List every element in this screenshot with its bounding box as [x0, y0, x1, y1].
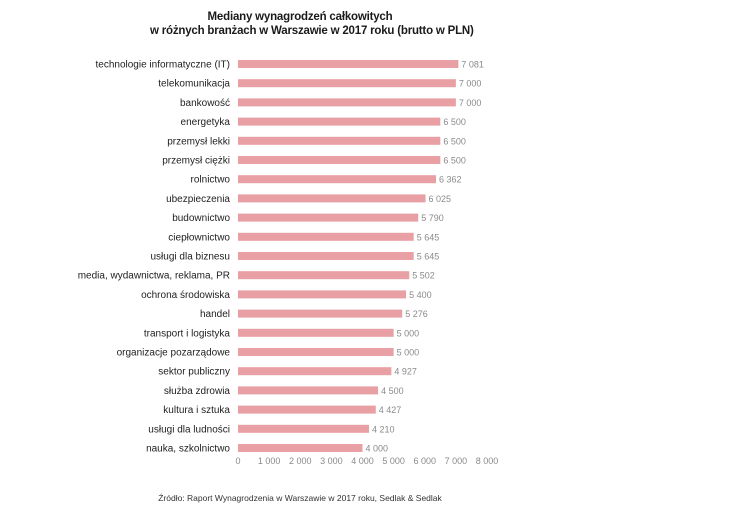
category-label: sektor publiczny — [158, 367, 230, 378]
category-label: przemysł ciężki — [162, 156, 230, 167]
value-label: 5 790 — [421, 213, 444, 223]
x-tick-label: 4 000 — [351, 456, 374, 466]
value-label: 6 025 — [429, 194, 452, 204]
value-label: 4 210 — [372, 424, 395, 434]
value-label: 5 000 — [397, 328, 420, 338]
value-label: 6 500 — [443, 136, 466, 146]
category-label: media, wydawnictwa, reklama, PR — [78, 271, 230, 282]
value-label: 5 000 — [397, 348, 420, 358]
x-tick-label: 6 000 — [413, 456, 436, 466]
bar-7 — [238, 194, 426, 203]
x-tick-label: 8 000 — [476, 456, 499, 466]
value-label: 6 500 — [443, 117, 466, 127]
bar-6 — [238, 175, 437, 184]
category-label: usługi dla ludności — [148, 424, 230, 435]
category-label: budownictwo — [172, 213, 230, 224]
category-label: bankowość — [180, 98, 230, 109]
value-label: 6 500 — [443, 156, 466, 166]
value-label: 4 927 — [394, 367, 417, 377]
bar-16 — [238, 367, 392, 376]
x-tick-label: 3 000 — [320, 456, 343, 466]
bar-19 — [238, 424, 370, 433]
category-label: usługi dla biznesu — [151, 252, 231, 263]
bar-9 — [238, 232, 414, 241]
category-label: energetyka — [181, 117, 231, 128]
x-tick-label: 7 000 — [445, 456, 468, 466]
category-label: ciepłownictwo — [168, 232, 230, 243]
bar-20 — [238, 444, 363, 452]
category-label: telekomunikacja — [158, 79, 230, 90]
bar-13 — [238, 309, 403, 318]
value-label: 5 276 — [405, 309, 428, 319]
category-label: transport i logistyka — [144, 328, 231, 339]
value-label: 5 645 — [417, 252, 440, 262]
value-label: 5 502 — [412, 271, 435, 281]
bar-3 — [238, 117, 441, 126]
category-label: handel — [200, 309, 230, 320]
value-label: 7 000 — [459, 98, 482, 108]
x-tick-label: 5 000 — [382, 456, 405, 466]
category-label: ochrona środowiska — [141, 290, 230, 301]
category-label: służba zdrowia — [164, 386, 231, 397]
value-label: 7 081 — [461, 60, 484, 70]
value-label: 7 000 — [459, 79, 482, 89]
value-label: 5 400 — [409, 290, 432, 300]
category-label: przemysł lekki — [167, 136, 230, 147]
category-label: nauka, szkolnictwo — [146, 444, 230, 455]
value-label: 4 427 — [379, 405, 402, 415]
bar-4 — [238, 136, 441, 145]
category-label: kultura i sztuka — [163, 405, 230, 416]
value-label: 4 500 — [381, 386, 404, 396]
value-label: 4 000 — [366, 444, 389, 454]
bar-12 — [238, 290, 407, 299]
category-label: organizacje pozarządowe — [117, 348, 231, 359]
category-label: ubezpieczenia — [166, 194, 230, 205]
bar-14 — [238, 328, 394, 337]
bar-11 — [238, 271, 410, 280]
bar-5 — [238, 156, 441, 164]
x-tick-label: 1 000 — [258, 456, 281, 466]
bar-17 — [238, 386, 379, 395]
category-label: technologie informatyczne (IT) — [95, 60, 230, 71]
bar-10 — [238, 252, 414, 260]
source-note: Źródło: Raport Wynagrodzenia w Warszawie… — [158, 493, 442, 503]
category-label: rolnictwo — [191, 175, 231, 186]
bar-15 — [238, 348, 394, 356]
chart-title-line-1: Mediany wynagrodzeń całkowitych — [207, 11, 393, 23]
value-label: 5 645 — [417, 232, 440, 242]
bar-2 — [238, 98, 456, 107]
chart-title-line-2: w różnych branżach w Warszawie w 2017 ro… — [150, 25, 474, 37]
bar-0 — [238, 60, 459, 68]
value-label: 6 362 — [439, 175, 462, 185]
x-tick-label: 2 000 — [289, 456, 312, 466]
bar-18 — [238, 405, 376, 414]
x-tick-label: 0 — [235, 456, 240, 466]
bar-8 — [238, 213, 419, 222]
bar-1 — [238, 79, 456, 88]
